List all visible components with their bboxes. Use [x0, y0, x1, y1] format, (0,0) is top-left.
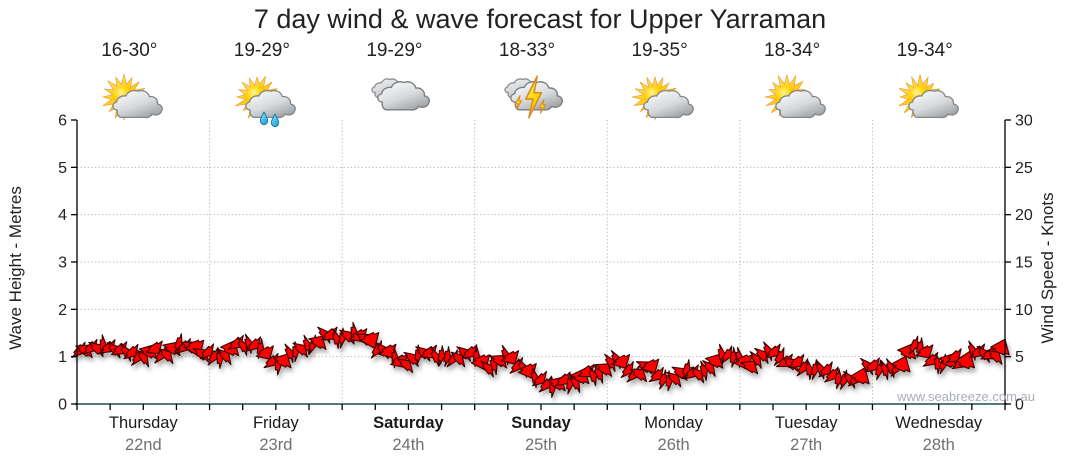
svg-text:5: 5 [58, 160, 67, 177]
svg-text:0: 0 [58, 397, 67, 414]
svg-text:15: 15 [1015, 255, 1033, 272]
svg-text:2: 2 [58, 302, 67, 319]
svg-text:6: 6 [58, 113, 67, 130]
svg-text:10: 10 [1015, 302, 1033, 319]
svg-text:30: 30 [1015, 113, 1033, 130]
svg-text:20: 20 [1015, 207, 1033, 224]
svg-text:5: 5 [1015, 349, 1024, 366]
svg-text:3: 3 [58, 255, 67, 272]
svg-text:25: 25 [1015, 160, 1033, 177]
svg-text:4: 4 [58, 207, 67, 224]
svg-text:1: 1 [58, 349, 67, 366]
